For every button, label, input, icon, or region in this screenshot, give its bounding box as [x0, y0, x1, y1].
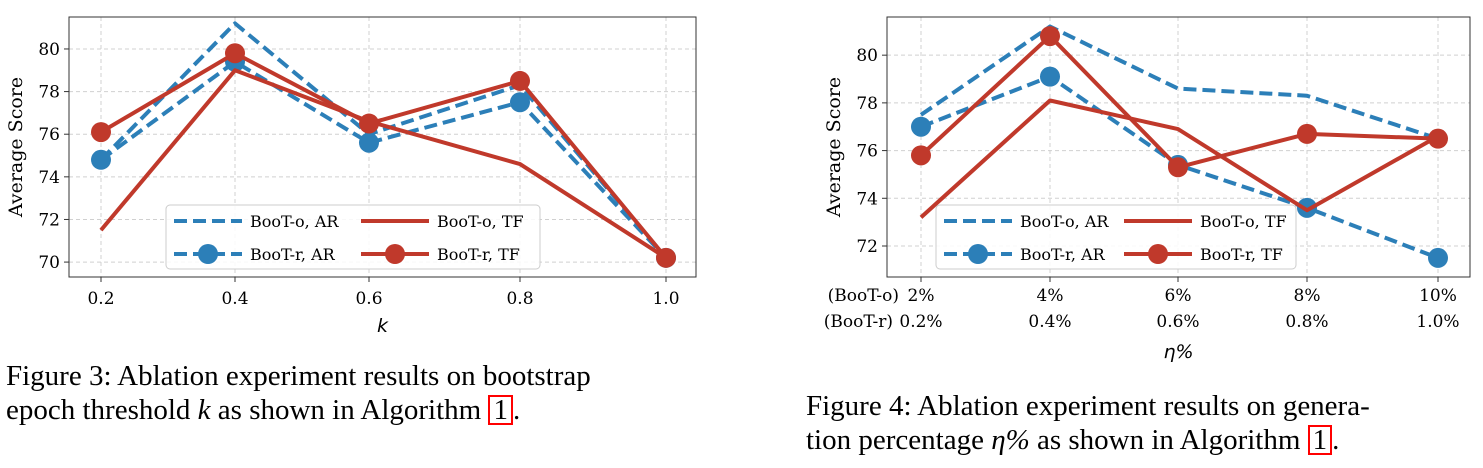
- x-group-label: (BooT-o): [828, 286, 899, 306]
- y-tick-label: 78: [856, 94, 878, 114]
- series-line-boot-o--tf: [919, 98, 1439, 219]
- caption-text: as shown in Algorithm: [210, 394, 489, 426]
- figure-3-caption-line1: Figure 3: Ablation experiment results on…: [6, 360, 591, 392]
- plot-frame: [68, 16, 697, 278]
- caption-end: .: [512, 394, 521, 426]
- figure-3-svg: 70 72 74 76 78 80 0.2 0.4 0.6 0.8 1.0 k Average Scor…: [5, 16, 697, 337]
- caption-text: as shown in Algorithm: [1029, 424, 1308, 456]
- x-tick-label: 2%: [908, 286, 935, 306]
- data-point-marker: [225, 43, 245, 64]
- data-point-marker: [1428, 247, 1448, 268]
- data-point-marker: [510, 70, 530, 91]
- x-tick-label: 0.2: [87, 289, 114, 309]
- y-tick-label: 78: [38, 83, 60, 103]
- x-tick-label: 8%: [1294, 286, 1321, 306]
- figure-4-caption: Figure 4: Ablation experiment results on…: [806, 389, 1370, 457]
- data-point-marker: [91, 122, 111, 143]
- y-tick-label: 80: [856, 46, 878, 66]
- y-tick-label: 76: [856, 142, 878, 162]
- x-tick-label-secondary: 1.0%: [1416, 312, 1459, 332]
- legend-label: BooT-o, TF: [437, 212, 524, 231]
- legend-marker: [198, 244, 218, 264]
- caption-end: .: [1332, 424, 1340, 456]
- data-point-marker: [1040, 66, 1060, 87]
- series-line-boot-o--ar: [919, 24, 1439, 141]
- data-point-marker: [91, 149, 111, 170]
- algorithm-ref-link[interactable]: 1: [488, 395, 513, 425]
- legend-box: [935, 204, 1297, 270]
- data-point-marker: [1428, 128, 1448, 149]
- caption-symbol: η%: [991, 424, 1030, 456]
- figure-4-chart: 72 74 76 78 80 2% 0.2% 4% 0.4% 6% 0.6% 8% 0.8% 10% 1.0…: [740, 0, 1483, 370]
- caption-text: epoch threshold: [6, 394, 198, 426]
- data-point-marker: [656, 247, 676, 268]
- figure-3-chart: 70 72 74 76 78 80 0.2 0.4 0.6 0.8 1.0 k Average Scor…: [0, 0, 720, 340]
- y-tick-label: 76: [38, 125, 60, 145]
- data-point-marker: [1168, 157, 1188, 178]
- caption-symbol: k: [197, 394, 211, 426]
- caption-text: tion percentage: [806, 424, 992, 456]
- y-tick-label: 74: [856, 189, 878, 209]
- x-tick-label-secondary: 0.8%: [1285, 312, 1328, 332]
- figure-3-caption-line2: epoch threshold k as shown in Algorithm …: [6, 393, 591, 427]
- data-point-marker: [510, 92, 530, 113]
- data-point-marker: [911, 145, 931, 166]
- legend-label: BooT-r, AR: [1020, 245, 1106, 264]
- figure-4-svg: 72 74 76 78 80 2% 0.2% 4% 0.4% 6% 0.6% 8% 0.8% 10% 1.0…: [823, 16, 1471, 363]
- x-tick-label-secondary: 0.6%: [1156, 312, 1199, 332]
- y-tick-label: 70: [38, 253, 60, 273]
- data-point-marker: [359, 132, 379, 153]
- x-group-label: (BooT-r): [824, 312, 893, 332]
- y-tick-label: 80: [38, 40, 60, 60]
- legend-label: BooT-r, AR: [250, 245, 336, 264]
- data-point-marker: [911, 116, 931, 137]
- legend: BooT-o, AR BooT-o, TF BooT-r, AR BooT-r, TF: [165, 204, 541, 270]
- data-point-marker: [1040, 26, 1060, 47]
- legend-label: BooT-o, TF: [1200, 212, 1287, 231]
- legend-label: BooT-r, TF: [1200, 245, 1283, 264]
- x-tick-label: 0.8: [506, 289, 533, 309]
- legend-label: BooT-o, AR: [1020, 212, 1109, 231]
- figure-4-caption-line2: tion percentage η% as shown in Algorithm…: [806, 423, 1370, 457]
- legend: BooT-o, AR BooT-o, TF BooT-r, AR BooT-r, TF: [935, 204, 1297, 270]
- data-point-marker: [1297, 123, 1317, 144]
- figure-4-caption-line1: Figure 4: Ablation experiment results on…: [806, 390, 1370, 422]
- data-point-marker: [359, 113, 379, 134]
- x-tick-label: 1.0: [652, 289, 679, 309]
- x-axis-label: k: [377, 315, 389, 337]
- data-point-marker: [1297, 197, 1317, 218]
- y-tick-label: 74: [38, 168, 60, 188]
- legend-marker: [385, 244, 405, 264]
- legend-marker: [968, 244, 988, 264]
- y-axis-label: Average Score: [5, 77, 27, 218]
- figure-3-caption: Figure 3: Ablation experiment results on…: [6, 359, 591, 427]
- x-tick-label-secondary: 0.2%: [899, 312, 942, 332]
- x-tick-label: 4%: [1037, 286, 1064, 306]
- legend-box: [165, 204, 541, 270]
- x-axis-label: η%: [1163, 341, 1193, 363]
- legend-label: BooT-r, TF: [437, 245, 520, 264]
- y-axis-label: Average Score: [823, 77, 845, 218]
- algorithm-ref-link[interactable]: 1: [1307, 425, 1333, 455]
- y-tick-label: 72: [38, 210, 60, 230]
- legend-label: BooT-o, AR: [250, 212, 339, 231]
- x-tick-label: 0.4: [221, 289, 248, 309]
- legend-marker: [1148, 244, 1168, 264]
- x-tick-label: 0.6: [355, 289, 382, 309]
- x-tick-label: 6%: [1165, 286, 1192, 306]
- x-tick-label-secondary: 0.4%: [1028, 312, 1071, 332]
- x-tick-label: 10%: [1419, 286, 1457, 306]
- y-tick-label: 72: [856, 237, 878, 257]
